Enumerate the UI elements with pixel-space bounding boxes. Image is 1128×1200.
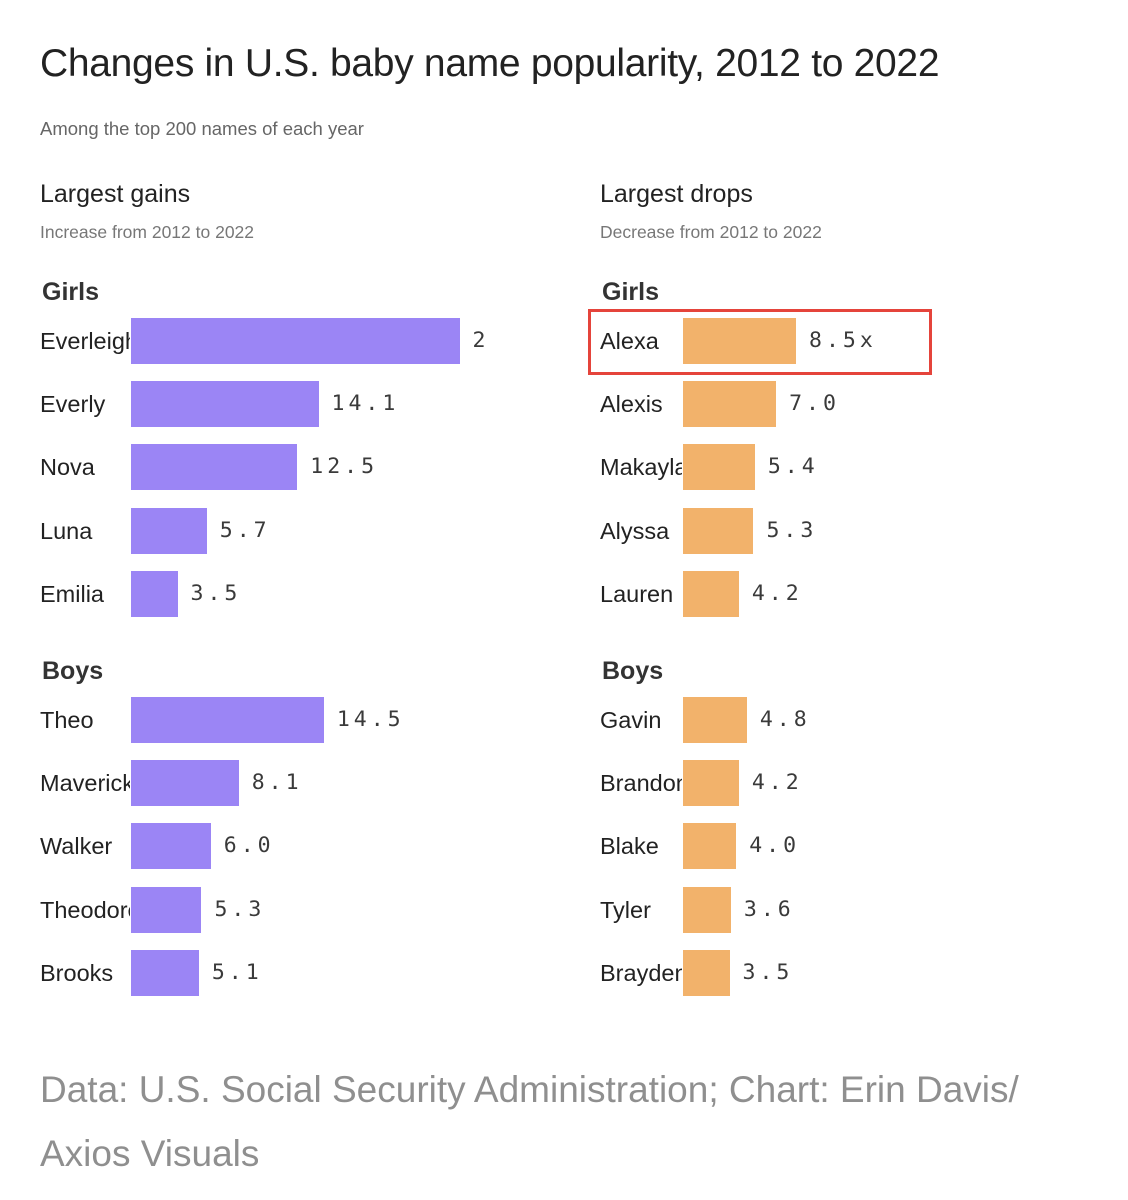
bar xyxy=(131,444,298,491)
panel-subtitle-gains: Increase from 2012 to 2022 xyxy=(40,222,255,242)
bar-value-label: 3.5 xyxy=(742,959,794,985)
bar-label: Brayden xyxy=(600,959,682,986)
bar-row: Alexa 8.5x xyxy=(600,318,1090,364)
bar-value-label: 3.5 xyxy=(190,580,242,606)
bar-label: Nova xyxy=(40,454,95,481)
bar-row: Theo 14.5 xyxy=(40,697,490,743)
bar-value-label: 8.1 xyxy=(251,770,303,796)
bar-row: Luna 5.7 xyxy=(40,507,490,554)
bar-label: Alexa xyxy=(600,328,659,354)
bar-row: Maverick 8.1 xyxy=(40,760,490,807)
bar-label: Brooks xyxy=(40,959,114,986)
chart-subtitle: Among the top 200 names of each year xyxy=(40,118,364,139)
bar xyxy=(131,507,207,554)
bar-value-label: 5.7 xyxy=(219,517,271,543)
bar-label: Walker xyxy=(40,833,113,860)
bar-value-label: 7.0 xyxy=(789,391,840,417)
chart-title: Changes in U.S. baby name popularity, 20… xyxy=(40,42,940,85)
bar xyxy=(683,949,730,996)
bar-row: Makayla 5.4 xyxy=(600,444,1090,491)
bar xyxy=(683,381,777,428)
bar-row: Lauren 4.2 xyxy=(600,570,1090,617)
group-title-gains-boys: Boys xyxy=(42,657,104,685)
bar xyxy=(683,507,754,554)
bar-label: Maverick xyxy=(40,770,130,797)
bar-value-label: 14.5 xyxy=(336,707,405,732)
bar-label: Everly xyxy=(40,391,106,418)
bar xyxy=(131,760,239,807)
bar xyxy=(131,318,460,364)
bar-row: Blake 4.0 xyxy=(600,823,1090,870)
group-title-drops-boys: Boys xyxy=(602,657,664,685)
bar-value-label: 5.1 xyxy=(211,959,263,985)
bar xyxy=(131,949,199,996)
bar-label: Lauren xyxy=(600,580,674,607)
bar-row: Everleigh 24.7 xyxy=(40,318,490,364)
bar-value-label: 14.1 xyxy=(331,391,400,417)
group-title-drops-girls: Girls xyxy=(602,278,659,306)
bar-value-label: 3.6 xyxy=(743,896,795,922)
bar-label: Luna xyxy=(40,517,93,544)
bar xyxy=(683,760,739,807)
bar-label: Alexis xyxy=(600,391,663,418)
bar-row: Alyssa 5.3 xyxy=(600,507,1090,554)
bar xyxy=(131,823,211,870)
bar-label: Brandon xyxy=(600,770,682,797)
bar-row: Everly 14.1 xyxy=(40,381,490,428)
panel-title-gains: Largest gains xyxy=(40,180,191,208)
bar-row: Gavin 4.8 xyxy=(600,697,1090,743)
bar-value-label: 4.2 xyxy=(751,770,803,796)
bar-row: Emilia 3.5 xyxy=(40,570,490,617)
panel-subtitle-drops: Decrease from 2012 to 2022 xyxy=(600,222,822,242)
highlight-box xyxy=(588,309,932,375)
bar-value-label: 5.3 xyxy=(214,896,266,922)
panel-title-drops: Largest drops xyxy=(600,180,753,208)
group-title-gains-girls: Girls xyxy=(42,278,99,306)
bar-row: Nova 12.5 xyxy=(40,444,490,491)
bar-label: Theodore xyxy=(40,896,130,923)
bar-label: Gavin xyxy=(600,707,662,733)
bar-label: Theo xyxy=(40,707,94,733)
bar-value-label: 12.5 xyxy=(310,454,379,480)
bar xyxy=(683,444,755,491)
bar xyxy=(683,823,737,870)
bar-label: Alyssa xyxy=(600,517,670,544)
bar-row: Brayden 3.5 xyxy=(600,949,1090,996)
bar-row: Walker 6.0 xyxy=(40,823,490,870)
source-credit: Data: U.S. Social Security Administratio… xyxy=(40,1069,1019,1174)
bar xyxy=(131,697,324,743)
bar-label: Makayla xyxy=(600,454,682,481)
bar xyxy=(683,886,731,933)
bar xyxy=(683,697,747,743)
bar-value-label: 24.7 xyxy=(472,328,490,353)
bar xyxy=(131,570,178,617)
bar-value-label: 6.0 xyxy=(223,833,275,859)
bar-value-label: 5.3 xyxy=(766,517,818,543)
bar-label: Tyler xyxy=(600,896,651,923)
bar xyxy=(131,381,319,428)
bar-value-label: 4.8 xyxy=(759,707,811,732)
bar-value-label: 4.0 xyxy=(749,833,801,859)
bar-row: Brandon 4.2 xyxy=(600,760,1090,807)
bar-row: Brooks 5.1 xyxy=(40,949,490,996)
bar xyxy=(131,886,202,933)
bar-label: Emilia xyxy=(40,580,104,607)
bar xyxy=(683,570,739,617)
bar-value-label: 4.2 xyxy=(751,580,803,606)
bar-label: Blake xyxy=(600,833,659,860)
bar xyxy=(683,318,797,364)
bar-value-label: 5.4 xyxy=(767,454,819,480)
bar-value-label: 8.5x xyxy=(809,328,877,353)
bar-row: Alexis 7.0 xyxy=(600,381,1090,428)
bar-row: Theodore 5.3 xyxy=(40,886,490,933)
bar-label: Everleigh xyxy=(40,328,130,354)
bar-row: Tyler 3.6 xyxy=(600,886,1090,933)
